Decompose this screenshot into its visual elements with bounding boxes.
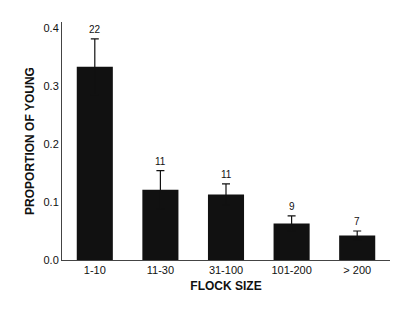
svg-text:0.0: 0.0 — [44, 254, 59, 266]
svg-text:31-100: 31-100 — [209, 264, 243, 276]
svg-text:11: 11 — [221, 169, 232, 180]
svg-text:1-10: 1-10 — [84, 264, 106, 276]
svg-text:PROPORTION OF YOUNG: PROPORTION OF YOUNG — [23, 67, 37, 215]
svg-text:0.2: 0.2 — [44, 138, 59, 150]
svg-text:9: 9 — [289, 201, 295, 212]
svg-text:11: 11 — [155, 156, 166, 167]
svg-text:7: 7 — [354, 216, 360, 227]
svg-text:0.4: 0.4 — [44, 22, 59, 34]
svg-text:22: 22 — [89, 24, 101, 35]
svg-text:11-30: 11-30 — [147, 264, 174, 276]
svg-text:> 200: > 200 — [343, 264, 371, 276]
svg-text:0.1: 0.1 — [44, 196, 59, 208]
svg-text:FLOCK SIZE: FLOCK SIZE — [190, 279, 261, 293]
svg-text:101-200: 101-200 — [271, 264, 311, 276]
svg-text:0.3: 0.3 — [44, 80, 59, 92]
